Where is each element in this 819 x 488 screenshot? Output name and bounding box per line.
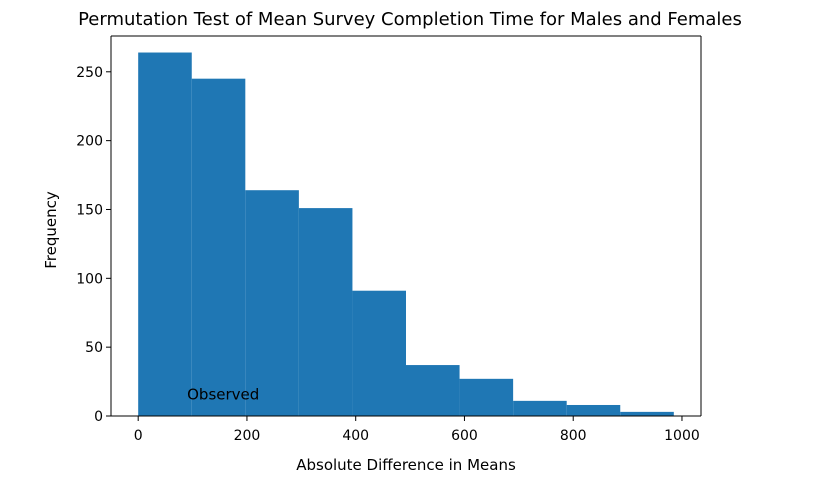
histogram-bar bbox=[352, 290, 406, 416]
histogram-bar bbox=[406, 365, 460, 416]
histogram-bars bbox=[138, 52, 674, 417]
x-tick-label: 0 bbox=[134, 428, 143, 444]
histogram-bar bbox=[620, 411, 674, 416]
y-tick-label: 100 bbox=[76, 271, 103, 287]
x-tick-label: 1000 bbox=[664, 428, 700, 444]
histogram-bar bbox=[566, 404, 621, 416]
y-tick-label: 0 bbox=[94, 409, 103, 425]
x-tick-label: 800 bbox=[560, 428, 587, 444]
histogram-bar bbox=[138, 52, 192, 417]
histogram-bar bbox=[191, 78, 246, 417]
x-tick-label: 200 bbox=[234, 428, 261, 444]
histogram-bar bbox=[245, 190, 299, 416]
chart-title: Permutation Test of Mean Survey Completi… bbox=[78, 9, 742, 30]
annotation-label: Observed bbox=[187, 385, 259, 403]
y-axis-label: Frequency bbox=[42, 191, 60, 269]
x-axis-ticks: 0 200 400 600 800 1000 bbox=[134, 416, 700, 444]
histogram-bar bbox=[513, 400, 567, 416]
x-axis-label: Absolute Difference in Means bbox=[296, 456, 516, 474]
histogram-bar bbox=[298, 208, 353, 416]
y-tick-label: 250 bbox=[76, 65, 103, 81]
axes bbox=[110, 35, 702, 417]
y-tick-label: 200 bbox=[76, 134, 103, 150]
x-tick-label: 600 bbox=[451, 428, 478, 444]
y-axis-ticks: 0 50 100 150 200 250 bbox=[76, 65, 111, 425]
x-tick-label: 400 bbox=[342, 428, 369, 444]
y-tick-label: 50 bbox=[85, 340, 103, 356]
y-tick-label: 150 bbox=[76, 202, 103, 218]
histogram-bar bbox=[459, 378, 514, 416]
chart-annotations: Observed bbox=[187, 385, 259, 403]
